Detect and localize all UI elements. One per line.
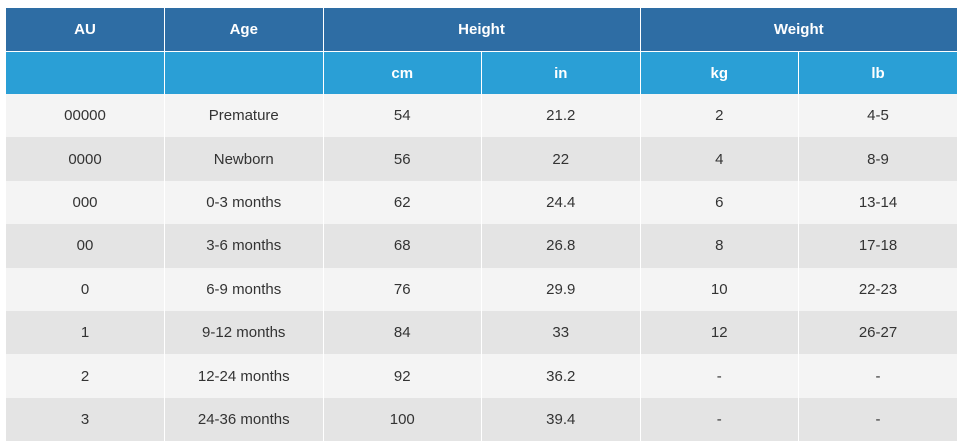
table-row: 1 9-12 months 84 33 12 26-27 (6, 310, 958, 355)
header-age: Age (164, 8, 324, 52)
header-row-units: cm in kg lb (6, 51, 958, 94)
subheader-age (164, 51, 324, 94)
cell-au: 000 (6, 180, 165, 225)
cell-cm: 92 (323, 354, 482, 398)
cell-in: 21.2 (481, 94, 641, 138)
cell-lb: - (798, 354, 958, 398)
cell-lb: - (798, 397, 958, 442)
cell-kg: 4 (640, 137, 800, 181)
cell-au: 00000 (6, 94, 165, 138)
cell-in: 24.4 (481, 180, 641, 225)
table-row: 00 3-6 months 68 26.8 8 17-18 (6, 224, 958, 268)
cell-cm: 100 (323, 397, 482, 442)
cell-lb: 26-27 (798, 310, 958, 355)
cell-lb: 13-14 (798, 180, 958, 225)
size-chart: AU Age Height Weight cm in kg lb 00000 P… (6, 8, 958, 442)
subheader-cm: cm (323, 51, 482, 94)
cell-kg: 8 (640, 224, 800, 268)
header-au: AU (6, 8, 165, 52)
cell-cm: 68 (323, 224, 482, 268)
cell-in: 22 (481, 137, 641, 181)
cell-cm: 76 (323, 267, 482, 311)
cell-age: 9-12 months (164, 310, 324, 355)
cell-age: Newborn (164, 137, 324, 181)
subheader-au (6, 51, 165, 94)
table-row: 2 12-24 months 92 36.2 - - (6, 354, 958, 398)
cell-age: 3-6 months (164, 224, 324, 268)
cell-kg: 6 (640, 180, 800, 225)
cell-in: 26.8 (481, 224, 641, 268)
cell-in: 33 (481, 310, 641, 355)
cell-cm: 54 (323, 94, 482, 138)
cell-lb: 4-5 (798, 94, 958, 138)
cell-kg: 2 (640, 94, 800, 138)
header-height: Height (323, 8, 641, 52)
cell-in: 36.2 (481, 354, 641, 398)
subheader-kg: kg (640, 51, 800, 94)
cell-au: 00 (6, 224, 165, 268)
cell-age: 0-3 months (164, 180, 324, 225)
size-table: AU Age Height Weight cm in kg lb 00000 P… (6, 8, 958, 442)
cell-au: 3 (6, 397, 165, 442)
cell-cm: 62 (323, 180, 482, 225)
cell-age: Premature (164, 94, 324, 138)
cell-au: 0000 (6, 137, 165, 181)
header-row-groups: AU Age Height Weight (6, 8, 958, 52)
cell-in: 29.9 (481, 267, 641, 311)
cell-cm: 84 (323, 310, 482, 355)
cell-au: 1 (6, 310, 165, 355)
table-row: 0000 Newborn 56 22 4 8-9 (6, 137, 958, 181)
cell-kg: 10 (640, 267, 800, 311)
cell-lb: 17-18 (798, 224, 958, 268)
cell-lb: 8-9 (798, 137, 958, 181)
table-row: 000 0-3 months 62 24.4 6 13-14 (6, 180, 958, 225)
subheader-in: in (481, 51, 641, 94)
cell-age: 12-24 months (164, 354, 324, 398)
cell-age: 24-36 months (164, 397, 324, 442)
cell-in: 39.4 (481, 397, 641, 442)
cell-age: 6-9 months (164, 267, 324, 311)
header-weight: Weight (640, 8, 958, 52)
cell-au: 0 (6, 267, 165, 311)
cell-kg: 12 (640, 310, 800, 355)
cell-lb: 22-23 (798, 267, 958, 311)
table-row: 0 6-9 months 76 29.9 10 22-23 (6, 267, 958, 311)
cell-au: 2 (6, 354, 165, 398)
cell-cm: 56 (323, 137, 482, 181)
table-row: 3 24-36 months 100 39.4 - - (6, 397, 958, 442)
cell-kg: - (640, 397, 800, 442)
table-row: 00000 Premature 54 21.2 2 4-5 (6, 94, 958, 138)
cell-kg: - (640, 354, 800, 398)
subheader-lb: lb (798, 51, 958, 94)
